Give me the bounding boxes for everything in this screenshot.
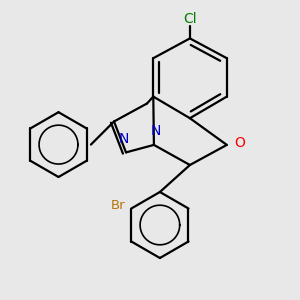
Text: N: N <box>118 132 129 146</box>
Text: O: O <box>234 136 245 150</box>
Text: Cl: Cl <box>183 12 197 26</box>
Text: N: N <box>150 124 161 138</box>
Text: Br: Br <box>111 199 125 212</box>
